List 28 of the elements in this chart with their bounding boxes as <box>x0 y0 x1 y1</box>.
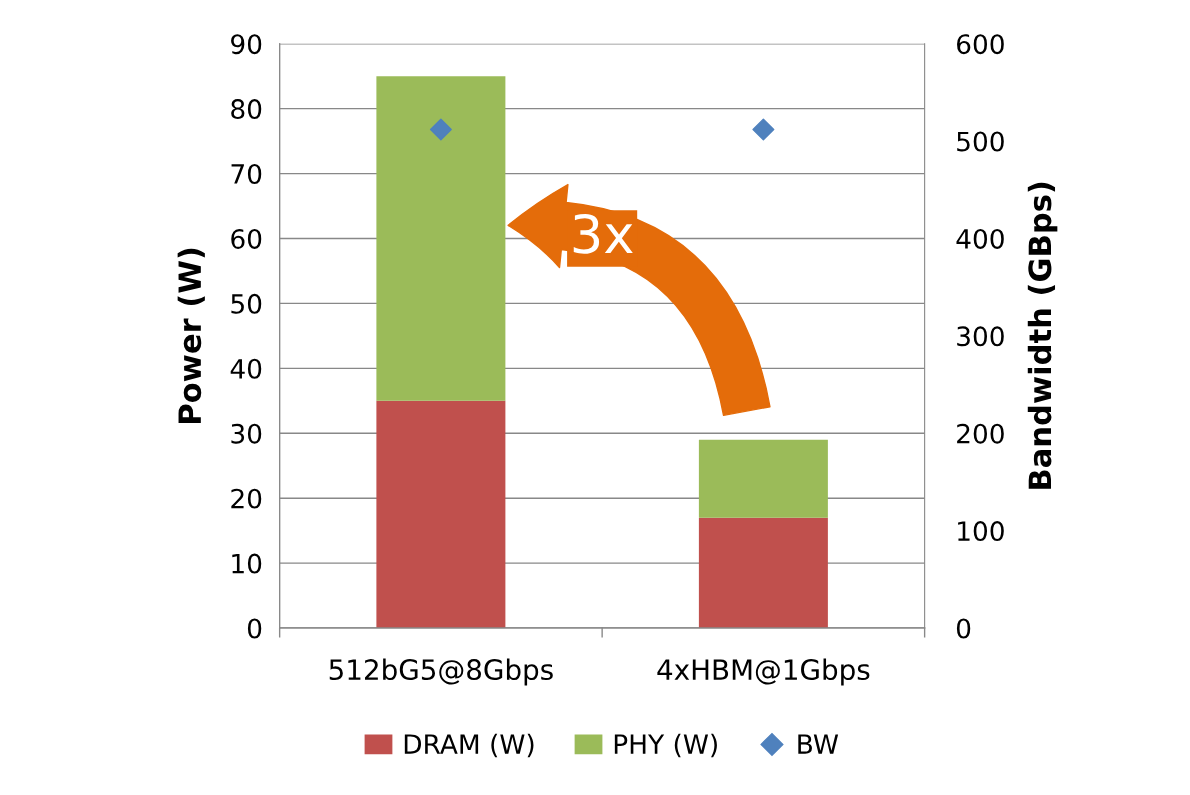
y-tick-label: 10 <box>232 553 262 574</box>
y-tick-label: 80 <box>231 99 262 120</box>
y2-tick-label: 500 <box>957 131 1004 152</box>
y2-tick-label: 400 <box>956 228 1004 249</box>
x-tick-label: 4xHBM@1Gbps <box>657 658 870 686</box>
legend-label: DRAM (W) <box>404 733 534 758</box>
y-tick-label: 40 <box>230 358 262 379</box>
y-tick-label: 20 <box>231 488 262 509</box>
y-tick-label: 0 <box>247 618 262 639</box>
y2-tick-label: 100 <box>958 521 1004 542</box>
x-tick-label: 512bG5@8Gbps <box>329 658 553 686</box>
bar <box>376 400 506 629</box>
y-tick-label: 90 <box>231 34 262 55</box>
y-axis-title: Power (W) <box>177 248 205 423</box>
bar <box>698 517 828 629</box>
y-tick-label: 50 <box>231 293 262 314</box>
y-tick-label: 30 <box>231 423 262 444</box>
legend-label: PHY (W) <box>614 733 717 758</box>
legend-label: BW <box>798 734 839 754</box>
y2-tick-label: 200 <box>957 423 1004 444</box>
y-tick-label: 60 <box>231 228 262 249</box>
y2-tick-label: 0 <box>956 618 971 639</box>
y2-tick-label: 600 <box>957 34 1004 55</box>
annotation: 3x <box>573 213 633 254</box>
y-tick-label: 70 <box>231 164 262 184</box>
y2-tick-label: 300 <box>957 326 1004 347</box>
y2-axis-title: Bandwidth (GBps) <box>1027 182 1058 489</box>
bar <box>698 439 828 518</box>
